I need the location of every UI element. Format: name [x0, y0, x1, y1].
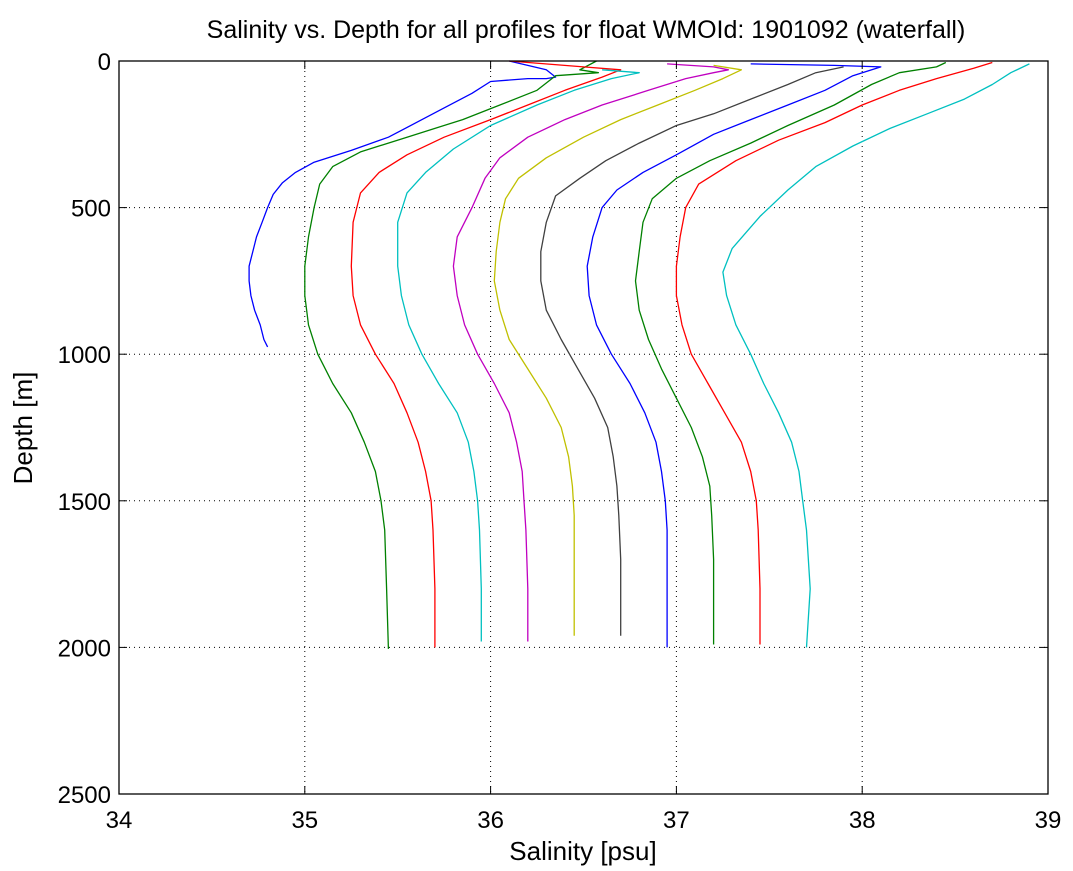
profile-line-1 [248, 60, 557, 348]
y-tick-label: 0 [98, 49, 111, 76]
x-tick-label: 34 [106, 807, 133, 834]
y-tick-label: 1000 [58, 342, 111, 369]
plot-frame [118, 60, 1049, 795]
profile-line-2 [304, 60, 600, 649]
y-tick-label: 2000 [58, 635, 111, 662]
y-tick-label: 2500 [58, 782, 111, 809]
chart-title: Salinity vs. Depth for all profiles for … [207, 16, 966, 44]
y-tick-label: 500 [71, 196, 111, 223]
profile-line-11 [722, 63, 1030, 648]
y-axis-label: Depth [m] [8, 372, 38, 485]
grid-lines [119, 61, 1048, 794]
x-tick-label: 39 [1035, 807, 1062, 834]
series-lines [248, 60, 1030, 649]
profile-line-8 [586, 63, 882, 648]
y-axis: 0 500 1000 1500 2000 2500 [58, 49, 1048, 809]
profile-line-4 [397, 69, 640, 642]
profile-line-7 [540, 66, 844, 636]
x-tick-label: 38 [849, 807, 876, 834]
profile-line-6 [493, 64, 743, 636]
profile-line-3 [350, 60, 622, 648]
profile-line-10 [675, 61, 993, 645]
x-tick-label: 36 [477, 807, 504, 834]
y-tick-label: 1500 [58, 489, 111, 516]
profile-line-5 [452, 63, 730, 642]
x-axis: 34 35 36 37 38 39 [106, 61, 1062, 834]
x-tick-label: 35 [291, 807, 318, 834]
x-tick-label: 37 [663, 807, 690, 834]
profile-line-9 [634, 61, 947, 645]
x-axis-label: Salinity [psu] [509, 836, 656, 866]
